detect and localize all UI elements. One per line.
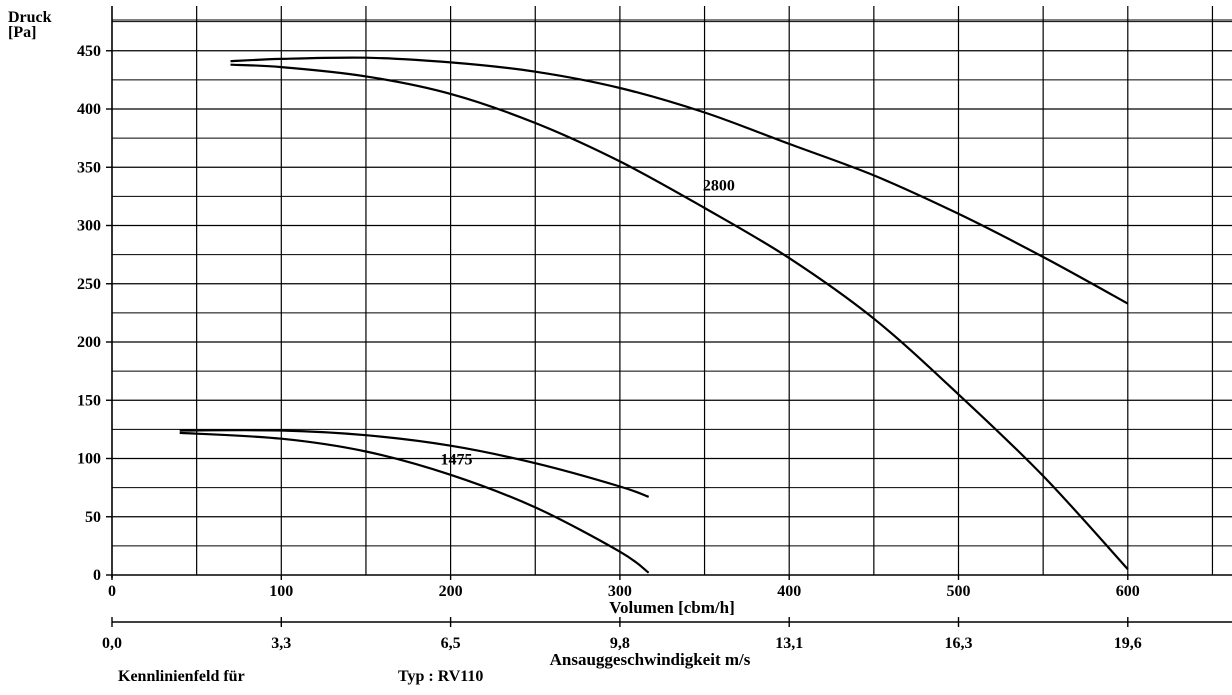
y-tick-label: 0 [93, 567, 101, 584]
y-tick-label: 100 [77, 451, 101, 468]
x-tick-label: 300 [608, 583, 632, 600]
series-group [179, 56, 1129, 574]
y-tick-label: 350 [77, 159, 101, 176]
x2-tick-label: 3,3 [271, 635, 291, 652]
curve-2800-upper [230, 56, 1129, 305]
x-tick-label: 100 [269, 583, 293, 600]
x2-tick-label: 19,6 [1114, 635, 1142, 652]
y-tick-label: 250 [77, 276, 101, 293]
x2-tick-label: 6,5 [441, 635, 461, 652]
y-tick-label: 400 [77, 101, 101, 118]
y-axis-title: Druck [8, 9, 52, 26]
x2-tick-label: 13,1 [775, 635, 803, 652]
y-tick-label: 300 [77, 218, 101, 235]
grid [112, 6, 1232, 575]
x-tick-label: 600 [1116, 583, 1140, 600]
curve-2800-lower [230, 63, 1129, 570]
axes [106, 6, 1232, 627]
y-tick-label: 200 [77, 334, 101, 351]
x-tick-label: 400 [777, 583, 801, 600]
x-axis-title: Volumen [cbm/h] [609, 598, 734, 617]
series-label-2800: 2800 [703, 178, 735, 195]
x2-tick-label: 9,8 [610, 635, 630, 652]
footer-caption: Kennlinienfeld für [118, 668, 245, 685]
x2-axis-title: Ansauggeschwindigkeit m/s [550, 650, 751, 669]
y-tick-label: 450 [77, 43, 101, 60]
labels-group: 0 50 100 150 200 250 300 350 400 450 0 100 200 300 400… [8, 9, 1142, 669]
x-tick-label: 200 [439, 583, 463, 600]
footer-type: Typ : RV110 [398, 668, 484, 685]
curve-1475-lower [179, 431, 650, 574]
x-tick-label: 0 [108, 583, 116, 600]
curve-1475-upper [179, 429, 650, 498]
series-label-1475: 1475 [440, 451, 472, 468]
y-tick-label: 150 [77, 392, 101, 409]
x2-tick-label: 16,3 [945, 635, 973, 652]
x2-tick-label: 0,0 [102, 635, 122, 652]
y-axis-unit: [Pa] [8, 24, 36, 41]
x-tick-label: 500 [947, 583, 971, 600]
y-tick-label: 50 [85, 509, 101, 526]
